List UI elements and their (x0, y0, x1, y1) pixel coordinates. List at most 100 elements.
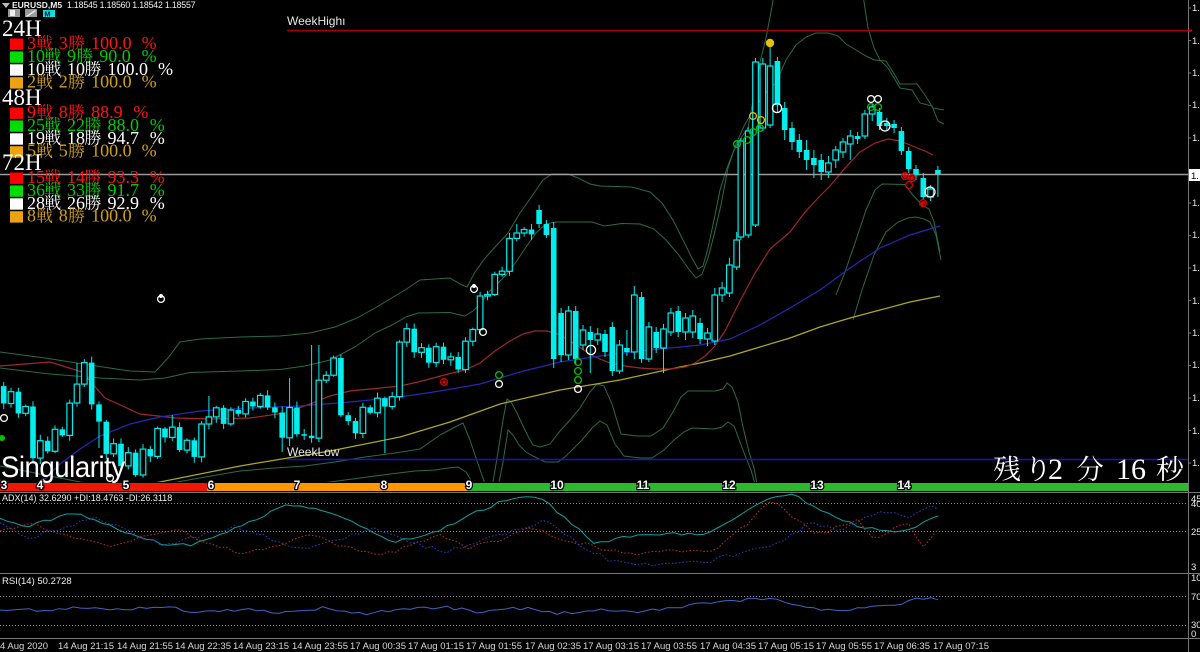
svg-text:1.: 1. (1192, 133, 1200, 144)
svg-text:1.: 1. (1192, 100, 1200, 111)
svg-text:22: 22 (67, 115, 85, 135)
svg-text:2: 2 (1048, 453, 1063, 486)
svg-text:14 Aug 23:15: 14 Aug 23:15 (233, 641, 289, 652)
svg-text:10: 10 (27, 46, 45, 66)
svg-text:%: % (150, 167, 165, 187)
svg-text:10: 10 (67, 59, 85, 79)
svg-text:%: % (142, 33, 157, 53)
svg-text:RSI(14) 50.2728: RSI(14) 50.2728 (2, 576, 72, 587)
svg-text:18: 18 (67, 128, 85, 148)
svg-text:M: M (45, 12, 51, 19)
svg-text:WeekHighı: WeekHighı (287, 14, 345, 28)
svg-text:2: 2 (27, 72, 36, 92)
svg-text:45: 45 (1191, 494, 1200, 505)
svg-text:1.: 1. (1192, 328, 1200, 339)
svg-text:72H: 72H (2, 150, 42, 175)
svg-text:14 Aug 21:55: 14 Aug 21:55 (117, 641, 173, 652)
svg-text:19: 19 (27, 128, 45, 148)
svg-text:1.: 1. (1192, 263, 1200, 274)
svg-text:17 Aug 07:15: 17 Aug 07:15 (933, 641, 989, 652)
svg-text:6: 6 (208, 478, 215, 492)
svg-text:28: 28 (27, 193, 45, 213)
svg-text:7: 7 (294, 478, 301, 492)
svg-text:17 Aug 05:15: 17 Aug 05:15 (758, 641, 814, 652)
svg-text:13: 13 (810, 478, 824, 492)
svg-text:16: 16 (1116, 453, 1146, 486)
svg-text:1.: 1. (1192, 360, 1200, 371)
svg-text:17 Aug 02:35: 17 Aug 02:35 (525, 641, 581, 652)
svg-text:%: % (133, 102, 148, 122)
svg-text:17 Aug 04:35: 17 Aug 04:35 (700, 641, 756, 652)
svg-text:10: 10 (27, 59, 45, 79)
svg-text:17 Aug 01:55: 17 Aug 01:55 (466, 641, 522, 652)
svg-text:88.0: 88.0 (108, 115, 140, 135)
svg-text:100.0: 100.0 (108, 59, 149, 79)
svg-text:Singularity: Singularity (1, 451, 126, 484)
svg-text:4: 4 (37, 478, 44, 492)
svg-text:8: 8 (381, 478, 388, 492)
svg-text:1.: 1. (1192, 36, 1200, 47)
svg-text:92.9: 92.9 (108, 193, 140, 213)
svg-text:14: 14 (67, 167, 85, 187)
svg-text:26: 26 (67, 193, 85, 213)
svg-text:9: 9 (466, 478, 473, 492)
svg-text:70: 70 (1191, 592, 1200, 603)
svg-text:14 Aug 22:35: 14 Aug 22:35 (175, 641, 231, 652)
svg-text:36: 36 (27, 180, 45, 200)
svg-text:1.: 1. (1191, 171, 1199, 182)
svg-text:9: 9 (27, 102, 36, 122)
svg-text:14 Aug 21:15: 14 Aug 21:15 (58, 641, 114, 652)
svg-text:5: 5 (59, 141, 68, 161)
svg-text:1.: 1. (1192, 296, 1200, 307)
svg-text:100.0: 100.0 (91, 72, 132, 92)
svg-text:1.: 1. (1192, 230, 1200, 241)
svg-text:0: 0 (1191, 629, 1196, 640)
svg-text:100.0: 100.0 (91, 33, 132, 53)
svg-text:%: % (158, 59, 173, 79)
svg-text:91.7: 91.7 (108, 180, 140, 200)
svg-text:2: 2 (59, 72, 68, 92)
svg-text:1.: 1. (1192, 426, 1200, 437)
svg-text:%: % (150, 115, 165, 135)
svg-text:1.: 1. (1192, 458, 1200, 469)
svg-text:100: 100 (1191, 573, 1200, 584)
svg-text:15: 15 (27, 167, 45, 187)
svg-text:1.: 1. (1192, 393, 1200, 404)
svg-text:9: 9 (67, 46, 76, 66)
svg-text:100.0: 100.0 (91, 141, 132, 161)
svg-text:10: 10 (550, 478, 564, 492)
svg-text:3: 3 (27, 33, 36, 53)
svg-text:%: % (150, 180, 165, 200)
svg-text:30: 30 (1191, 620, 1200, 631)
svg-text:17 Aug 05:55: 17 Aug 05:55 (816, 641, 872, 652)
svg-text:%: % (142, 46, 157, 66)
svg-text:93.3: 93.3 (108, 167, 140, 187)
svg-text:48H: 48H (2, 85, 42, 110)
svg-text:33: 33 (67, 180, 85, 200)
svg-text:%: % (142, 206, 157, 226)
svg-text:25: 25 (27, 115, 45, 135)
svg-text:17 Aug 01:15: 17 Aug 01:15 (408, 641, 464, 652)
svg-text:40: 40 (1191, 499, 1200, 510)
svg-text:1.: 1. (1192, 198, 1200, 209)
svg-text:1.18545 1.18560 1.18542 1.1855: 1.18545 1.18560 1.18542 1.18557 (67, 0, 196, 10)
svg-text:5: 5 (27, 141, 36, 161)
svg-text:100.0: 100.0 (91, 206, 132, 226)
svg-text:5: 5 (123, 478, 130, 492)
svg-text:8: 8 (59, 102, 68, 122)
svg-text:%: % (142, 141, 157, 161)
svg-text:8: 8 (59, 206, 68, 226)
svg-text:ADX(14) 32.6290 +DI:18.4763 -D: ADX(14) 32.6290 +DI:18.4763 -DI:26.3118 (2, 493, 172, 503)
svg-text:17 Aug 06:35: 17 Aug 06:35 (874, 641, 930, 652)
svg-text:25: 25 (1191, 527, 1200, 538)
svg-text:%: % (150, 193, 165, 213)
svg-text:17 Aug 03:15: 17 Aug 03:15 (583, 641, 639, 652)
svg-text:WeekLow: WeekLow (287, 445, 340, 459)
svg-text:1.: 1. (1192, 3, 1200, 14)
svg-text:8: 8 (27, 206, 36, 226)
svg-text:24H: 24H (2, 16, 42, 41)
svg-text:11: 11 (637, 478, 650, 492)
svg-text:14 Aug 23:55: 14 Aug 23:55 (292, 641, 348, 652)
svg-text:12: 12 (722, 478, 736, 492)
svg-text:90.0: 90.0 (99, 46, 131, 66)
